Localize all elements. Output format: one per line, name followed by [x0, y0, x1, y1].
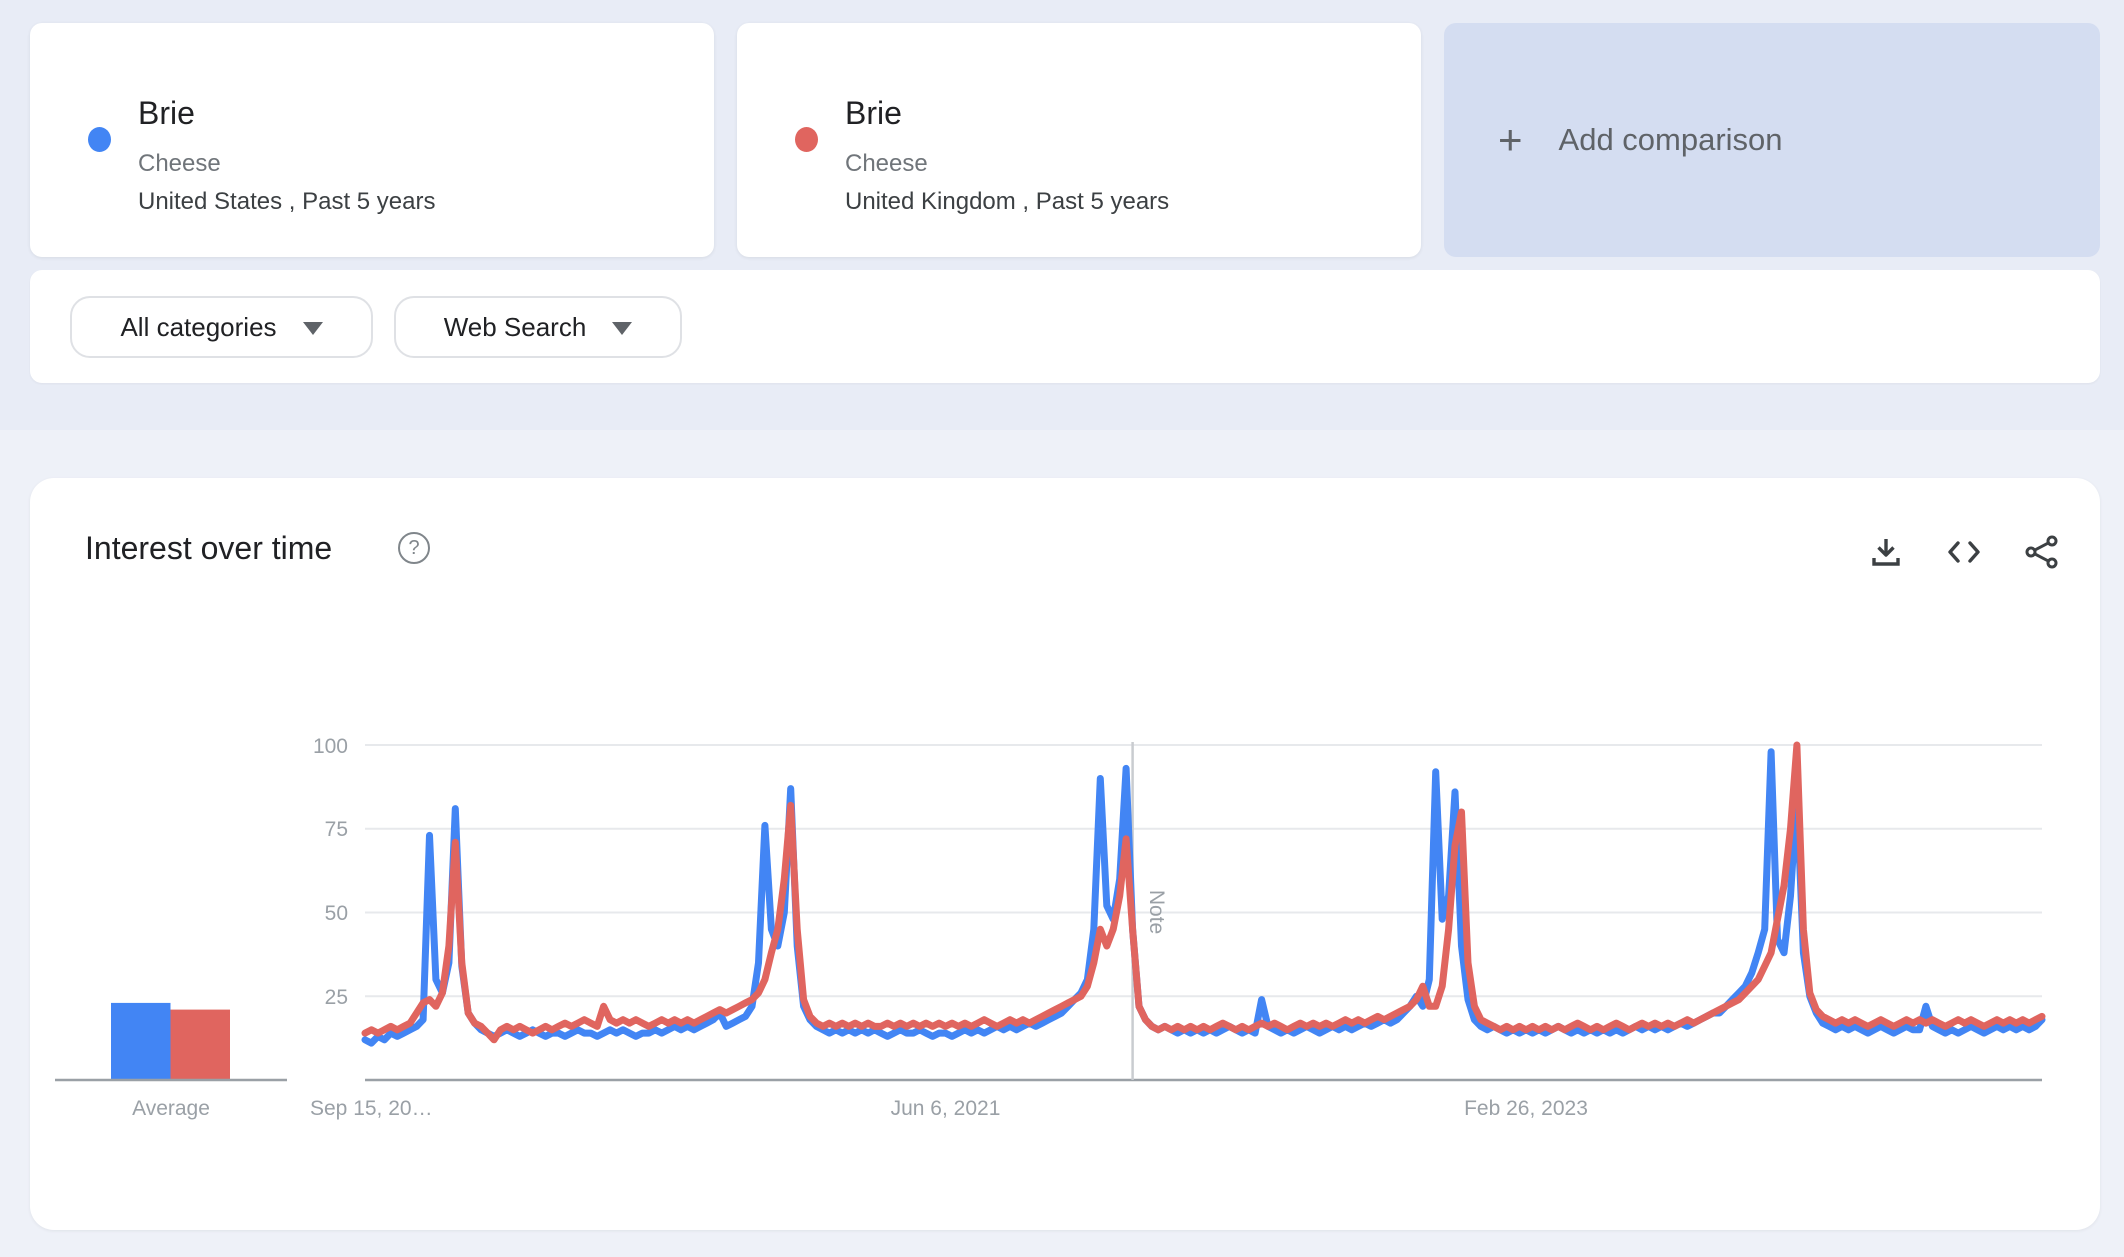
search-type-filter-dropdown[interactable]: Web Search [394, 296, 682, 358]
chevron-down-icon [612, 322, 633, 335]
y-tick-50: 50 [325, 902, 348, 925]
chevron-down-icon [302, 322, 323, 335]
y-tick-25: 25 [325, 986, 348, 1009]
download-icon[interactable] [1868, 534, 1904, 570]
plus-icon: + [1498, 116, 1523, 163]
comparison-card-united-kingdom[interactable]: Brie Cheese United Kingdom , Past 5 year… [737, 23, 1421, 257]
comparison-card-united-states[interactable]: Brie Cheese United States , Past 5 years [30, 23, 714, 257]
x-tick-0: Sep 15, 20… [310, 1097, 433, 1120]
add-comparison-button[interactable]: + Add comparison [1444, 23, 2100, 257]
y-tick-75: 75 [325, 818, 348, 841]
average-label: Average [132, 1097, 210, 1120]
term-title: Brie [845, 95, 902, 131]
term-topic: Cheese [845, 150, 928, 177]
search-type-filter-label: Web Search [443, 311, 587, 342]
series-color-dot-us [88, 127, 111, 152]
share-icon[interactable] [2024, 534, 2060, 570]
term-scope: United States , Past 5 years [138, 188, 436, 215]
trend-lines [361, 741, 2046, 1047]
average-bar-0[interactable] [111, 1002, 171, 1080]
trend-line-united-kingdom[interactable] [361, 741, 2046, 1044]
note-label[interactable]: Note [1145, 890, 1168, 934]
help-glyph: ? [408, 536, 420, 559]
add-comparison-label: Add comparison [1558, 122, 1783, 157]
chart-actions [1868, 534, 2060, 570]
y-tick-100: 100 [313, 735, 348, 758]
category-filter-label: All categories [120, 311, 277, 342]
term-topic: Cheese [138, 150, 221, 177]
average-bars [111, 1002, 231, 1080]
trend-line-united-states[interactable] [361, 748, 2046, 1047]
help-icon[interactable]: ? [398, 532, 430, 564]
x-tick-2: Feb 26, 2023 [1464, 1097, 1588, 1120]
average-bar-1[interactable] [170, 1009, 231, 1080]
chart-title: Interest over time [85, 530, 333, 566]
term-scope: United Kingdom , Past 5 years [845, 188, 1170, 215]
interest-over-time-chart[interactable]: Note 100 75 50 25 Sep 15, 20… Jun 6, 202… [30, 700, 2100, 1140]
filter-panel: All categories Web Search [30, 270, 2100, 383]
interest-over-time-card: Interest over time ? Note 100 75 50 25 S… [30, 478, 2100, 1230]
embed-code-icon[interactable] [1946, 534, 1982, 570]
term-title: Brie [138, 95, 195, 131]
category-filter-dropdown[interactable]: All categories [70, 296, 373, 358]
series-color-dot-uk [795, 127, 818, 152]
x-tick-1: Jun 6, 2021 [891, 1097, 1001, 1120]
